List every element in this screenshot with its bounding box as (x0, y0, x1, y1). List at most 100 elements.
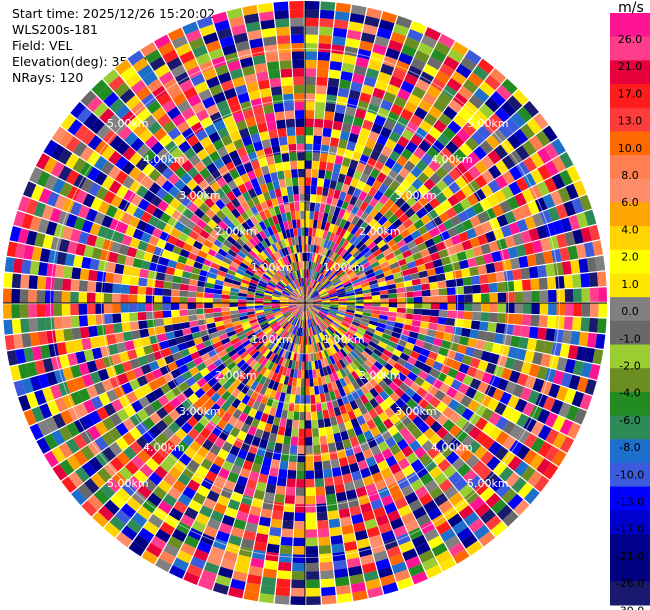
velocity-cell (538, 277, 548, 290)
velocity-cell (575, 243, 587, 259)
velocity-cell (423, 403, 436, 415)
velocity-cell (142, 417, 156, 430)
velocity-cell (388, 180, 400, 192)
velocity-cell (292, 343, 297, 353)
velocity-cell (298, 327, 302, 337)
velocity-cell (277, 231, 284, 241)
velocity-cell (335, 491, 347, 502)
velocity-cell (222, 341, 233, 350)
velocity-cell (204, 292, 214, 299)
velocity-cell (282, 291, 291, 297)
velocity-cell (196, 292, 205, 298)
velocity-cell (305, 303, 311, 310)
velocity-cell (70, 315, 80, 328)
velocity-cell (385, 47, 401, 60)
velocity-cell (314, 282, 321, 290)
velocity-cell (298, 361, 302, 371)
velocity-cell (294, 504, 305, 513)
velocity-cell (312, 306, 320, 312)
velocity-cell (88, 410, 102, 425)
velocity-cell (334, 342, 342, 351)
velocity-cell (520, 230, 532, 244)
velocity-cell (220, 353, 231, 363)
velocity-cell (335, 226, 343, 236)
velocity-cell (145, 243, 156, 254)
velocity-cell (274, 241, 281, 251)
velocity-cell (268, 352, 276, 362)
velocity-cell (338, 456, 349, 467)
velocity-cell (211, 336, 221, 344)
velocity-cell (313, 343, 319, 353)
velocity-cell (467, 151, 481, 166)
velocity-cell (419, 248, 431, 258)
velocity-cell (49, 207, 62, 223)
velocity-cell (203, 525, 218, 538)
velocity-cell (467, 115, 483, 131)
velocity-cell (248, 565, 264, 577)
velocity-cell (358, 546, 373, 558)
velocity-cell (531, 240, 543, 254)
velocity-cell (252, 54, 266, 66)
velocity-cell (204, 298, 213, 303)
range-ring-label: 2.00km (359, 369, 401, 382)
velocity-cell (289, 272, 295, 281)
velocity-cell (548, 235, 560, 250)
velocity-cell (438, 211, 450, 223)
velocity-cell (348, 132, 359, 144)
velocity-cell (291, 177, 299, 187)
velocity-cell (258, 220, 267, 231)
velocity-cell (583, 241, 595, 258)
velocity-cell (367, 59, 382, 72)
velocity-cell (297, 369, 302, 379)
velocity-cell (283, 312, 292, 318)
velocity-cell (244, 73, 257, 85)
velocity-cell (300, 395, 305, 404)
velocity-cell (327, 336, 335, 346)
velocity-cell (522, 291, 532, 303)
velocity-cell (363, 309, 372, 314)
velocity-cell (220, 205, 231, 216)
velocity-cell (435, 401, 448, 414)
velocity-cell (503, 270, 514, 282)
velocity-cell (319, 561, 334, 572)
velocity-cell (267, 535, 281, 545)
velocity-cell (362, 119, 374, 131)
velocity-cell (159, 134, 173, 148)
velocity-cell (235, 40, 250, 52)
velocity-cell (78, 280, 88, 292)
velocity-cell (432, 337, 443, 347)
velocity-cell (354, 252, 364, 261)
velocity-cell (454, 403, 467, 416)
velocity-cell (56, 251, 67, 265)
velocity-cell (584, 378, 597, 396)
velocity-cell (359, 339, 369, 348)
velocity-cell (359, 172, 370, 184)
velocity-cell (305, 42, 318, 52)
velocity-cell (326, 434, 335, 444)
velocity-cell (255, 290, 265, 295)
velocity-cell (208, 48, 224, 61)
velocity-cell (179, 303, 188, 310)
velocity-cell (504, 357, 516, 370)
velocity-cell (366, 327, 376, 334)
velocity-cell (33, 201, 47, 218)
velocity-cell (317, 60, 330, 70)
velocity-cell (335, 285, 345, 291)
velocity-cell (278, 347, 285, 357)
velocity-cell (552, 432, 567, 449)
velocity-cell (39, 248, 51, 263)
velocity-cell (316, 511, 328, 521)
velocity-cell (308, 288, 314, 296)
velocity-cell (286, 186, 294, 196)
velocity-cell (254, 213, 263, 224)
velocity-cell (276, 382, 284, 393)
velocity-cell (330, 301, 339, 303)
velocity-cell (361, 315, 371, 321)
velocity-cell (475, 255, 486, 266)
velocity-cell (318, 169, 326, 179)
velocity-cell (414, 485, 429, 499)
velocity-cell (473, 369, 486, 381)
velocity-cell (450, 214, 462, 227)
velocity-cell (568, 374, 581, 391)
